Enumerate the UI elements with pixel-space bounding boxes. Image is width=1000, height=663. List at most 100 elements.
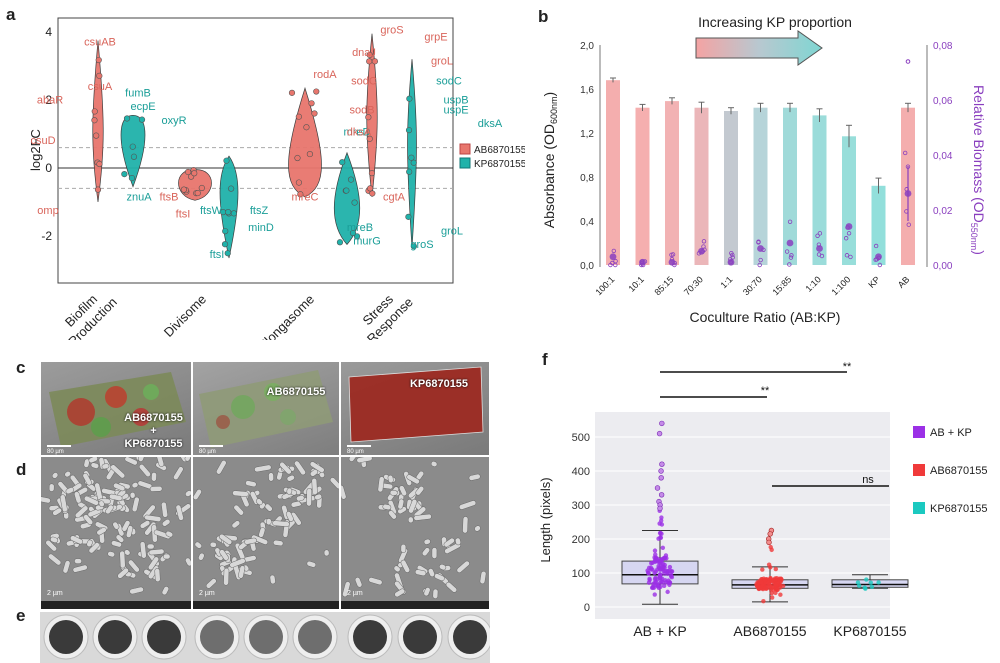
bacterium-cell <box>125 525 134 538</box>
bacterium-cell <box>50 536 59 544</box>
confocal-label-coculture: AB6870155 + KP6870155 <box>124 412 183 450</box>
length-point <box>659 531 664 536</box>
panel-f-box-chart: f 0 100 200 300 400 500 AB + KP AB6870155 KP687… <box>538 350 988 639</box>
gene-point-ab <box>95 56 102 64</box>
bacterium-cell <box>479 570 487 585</box>
bacterium-cell <box>458 500 477 510</box>
gene-point-kp <box>128 174 136 182</box>
panel-a-category-label: Divisome <box>161 292 209 340</box>
gene-point-ab <box>303 124 310 131</box>
length-point <box>862 585 867 590</box>
outlier-point <box>657 505 663 512</box>
sem-image-kp: 2 µm <box>340 456 490 610</box>
panel-b-left-tick: 0,4 <box>580 217 594 228</box>
gene-label: cgtA <box>383 191 406 203</box>
length-point <box>658 535 664 540</box>
length-point <box>650 567 655 572</box>
gene-label: mreC <box>292 191 319 203</box>
bacterium-cell <box>111 540 122 548</box>
od600-bar <box>665 101 679 265</box>
scale-bar-label: 80 µm <box>199 449 216 455</box>
well-stain <box>200 620 234 654</box>
gene-label: uspB <box>443 94 468 106</box>
gene-point-kp <box>405 127 413 134</box>
gene-point-ab <box>91 108 98 115</box>
biomass-replicate-point <box>843 236 849 241</box>
bacterium-cell <box>193 489 202 500</box>
biomass-replicate-point <box>669 252 674 258</box>
bacterium-cell <box>162 553 171 560</box>
od600-bar <box>606 80 620 265</box>
biomass-mean-point <box>668 258 676 266</box>
biomass-replicate-point <box>848 254 853 260</box>
length-point <box>856 583 862 588</box>
bacterium-cell <box>310 469 319 477</box>
bacterium-cell <box>311 478 318 496</box>
biomass-mean-point <box>875 253 882 261</box>
outlier-point <box>766 539 772 546</box>
biomass-mean-point <box>698 247 705 255</box>
violin-ab <box>288 86 322 198</box>
bacterium-cell <box>161 519 171 527</box>
bacterium-cell <box>329 477 339 490</box>
bacterium-cell <box>456 560 470 573</box>
bacterium-cell <box>474 525 481 532</box>
legend-swatch-ab <box>459 143 471 155</box>
gene-label: sodB <box>349 105 374 117</box>
bacterium-cell <box>377 476 385 493</box>
bacterium-cell <box>146 543 155 550</box>
bacterium-cell <box>113 482 126 492</box>
od600-bar <box>694 107 709 265</box>
bacterium-cell <box>138 464 151 477</box>
biomass-replicate-point <box>873 243 879 249</box>
sig-label-1: ** <box>843 361 852 373</box>
gene-label: ftsI <box>210 249 225 261</box>
length-point <box>757 578 763 584</box>
gene-point-kp <box>129 143 136 150</box>
bacterium-cell <box>131 496 140 513</box>
gene-label: murG <box>353 236 381 248</box>
well-stain <box>49 620 83 654</box>
gene-point-ab <box>288 89 296 96</box>
sig-label-3: ns <box>862 474 874 486</box>
bacterium-cell <box>356 457 373 463</box>
gene-label: dnaJ <box>352 47 376 59</box>
length-point <box>773 566 778 572</box>
bacterium-cell <box>88 457 98 464</box>
gene-point-kp <box>410 243 417 250</box>
gene-point-kp <box>353 233 361 240</box>
sig-label-2: ** <box>761 385 770 397</box>
gene-point-ab <box>91 117 98 124</box>
scale-bar <box>347 445 371 447</box>
bacterium-cell <box>45 539 57 552</box>
panel-b-xtick-label: 70:30 <box>682 274 705 297</box>
biomass-replicate-point <box>701 244 706 249</box>
bacterium-cell <box>194 541 202 549</box>
bacterium-cell <box>155 457 165 467</box>
gene-label: ecpE <box>130 101 155 113</box>
bacterium-cell <box>272 520 290 527</box>
bacterium-cell <box>382 503 392 511</box>
bacterium-cell <box>117 567 129 579</box>
panel-b-xtick-label: 100:1 <box>593 274 616 297</box>
bacterium-cell <box>443 537 455 548</box>
gene-label: dksA <box>478 118 503 130</box>
panel-e-well-photos <box>40 612 490 663</box>
length-point <box>665 571 670 576</box>
bacterium-cell <box>115 534 125 543</box>
gene-label: znuA <box>126 191 152 203</box>
panel-b-xtick-label: 1:100 <box>829 274 852 297</box>
gene-label: fumB <box>125 88 151 100</box>
biomass-replicate-point <box>756 239 761 244</box>
panel-a-ylabel: log2FC <box>28 129 43 171</box>
bacterium-cell <box>286 474 295 482</box>
legend-swatch-abkp <box>913 426 925 438</box>
outlier-point <box>659 420 665 427</box>
gene-point-ab <box>367 185 374 192</box>
length-point <box>655 556 660 562</box>
bacterium-cell <box>397 498 405 510</box>
category-line: Divisome <box>161 292 209 340</box>
panel-a-violin-chart: a log2FC 4 2 0 -2 csuAB csuA abaR csuD omp fumBe… <box>6 5 525 340</box>
bacterium-cell <box>184 457 191 462</box>
panel-b-right-ylabel: Relative Biomass (OD550nm) <box>969 85 987 255</box>
